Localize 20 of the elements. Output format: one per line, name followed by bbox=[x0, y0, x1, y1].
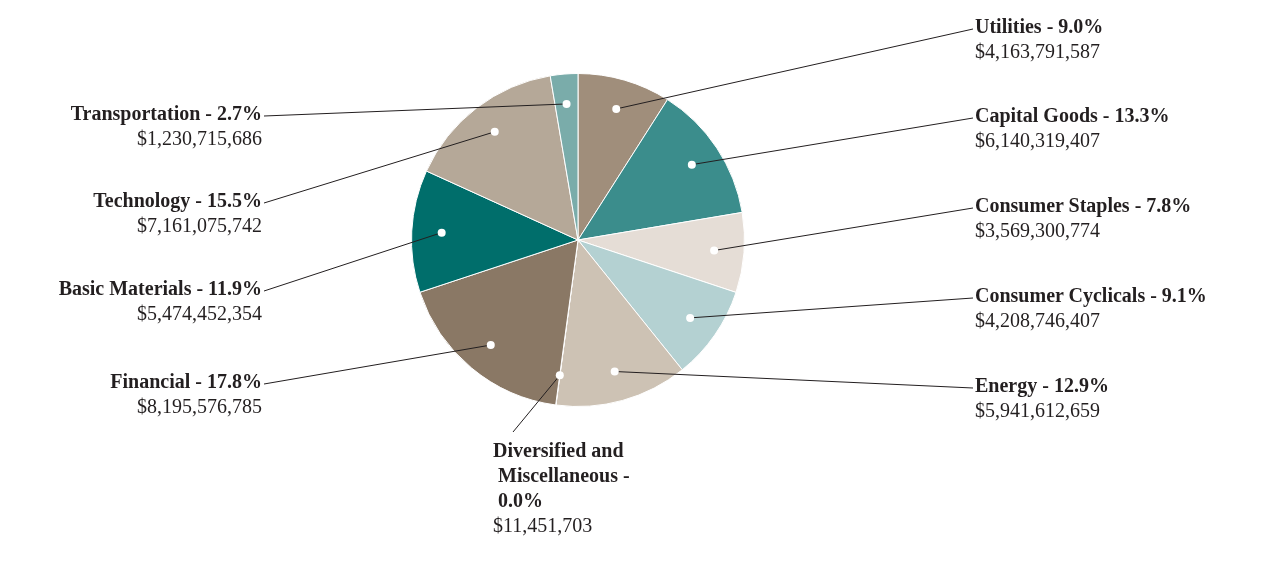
data-label: $3,569,300,774 bbox=[975, 219, 1100, 242]
slice-label: Financial - 17.8% bbox=[110, 370, 262, 393]
data-label: $1,230,715,686 bbox=[137, 127, 262, 150]
data-label: $11,451,703 bbox=[493, 514, 593, 537]
slice-label: Basic Materials - 11.9% bbox=[58, 277, 262, 300]
data-label: $4,208,746,407 bbox=[975, 309, 1100, 332]
data-label: $5,941,612,659 bbox=[975, 399, 1100, 422]
slice-label: Consumer Staples - 7.8% bbox=[975, 194, 1192, 218]
data-label: $4,163,791,587 bbox=[975, 40, 1100, 63]
data-label: $8,195,576,785 bbox=[137, 395, 262, 418]
data-label: $7,161,075,742 bbox=[137, 214, 262, 237]
data-label: $5,474,452,354 bbox=[137, 302, 262, 325]
slice-label: Diversified and Miscellaneous - 0.0% bbox=[493, 439, 630, 512]
slice-label: Energy - 12.9% bbox=[975, 374, 1109, 398]
slice-label: Capital Goods - 13.3% bbox=[975, 104, 1170, 128]
slice-label: Transportation - 2.7% bbox=[70, 102, 262, 126]
slice-label: Technology - 15.5% bbox=[93, 189, 262, 213]
slice-label: Utilities - 9.0% bbox=[975, 15, 1104, 38]
data-label: $6,140,319,407 bbox=[975, 129, 1100, 152]
slice-label: Consumer Cyclicals - 9.1% bbox=[975, 284, 1207, 308]
